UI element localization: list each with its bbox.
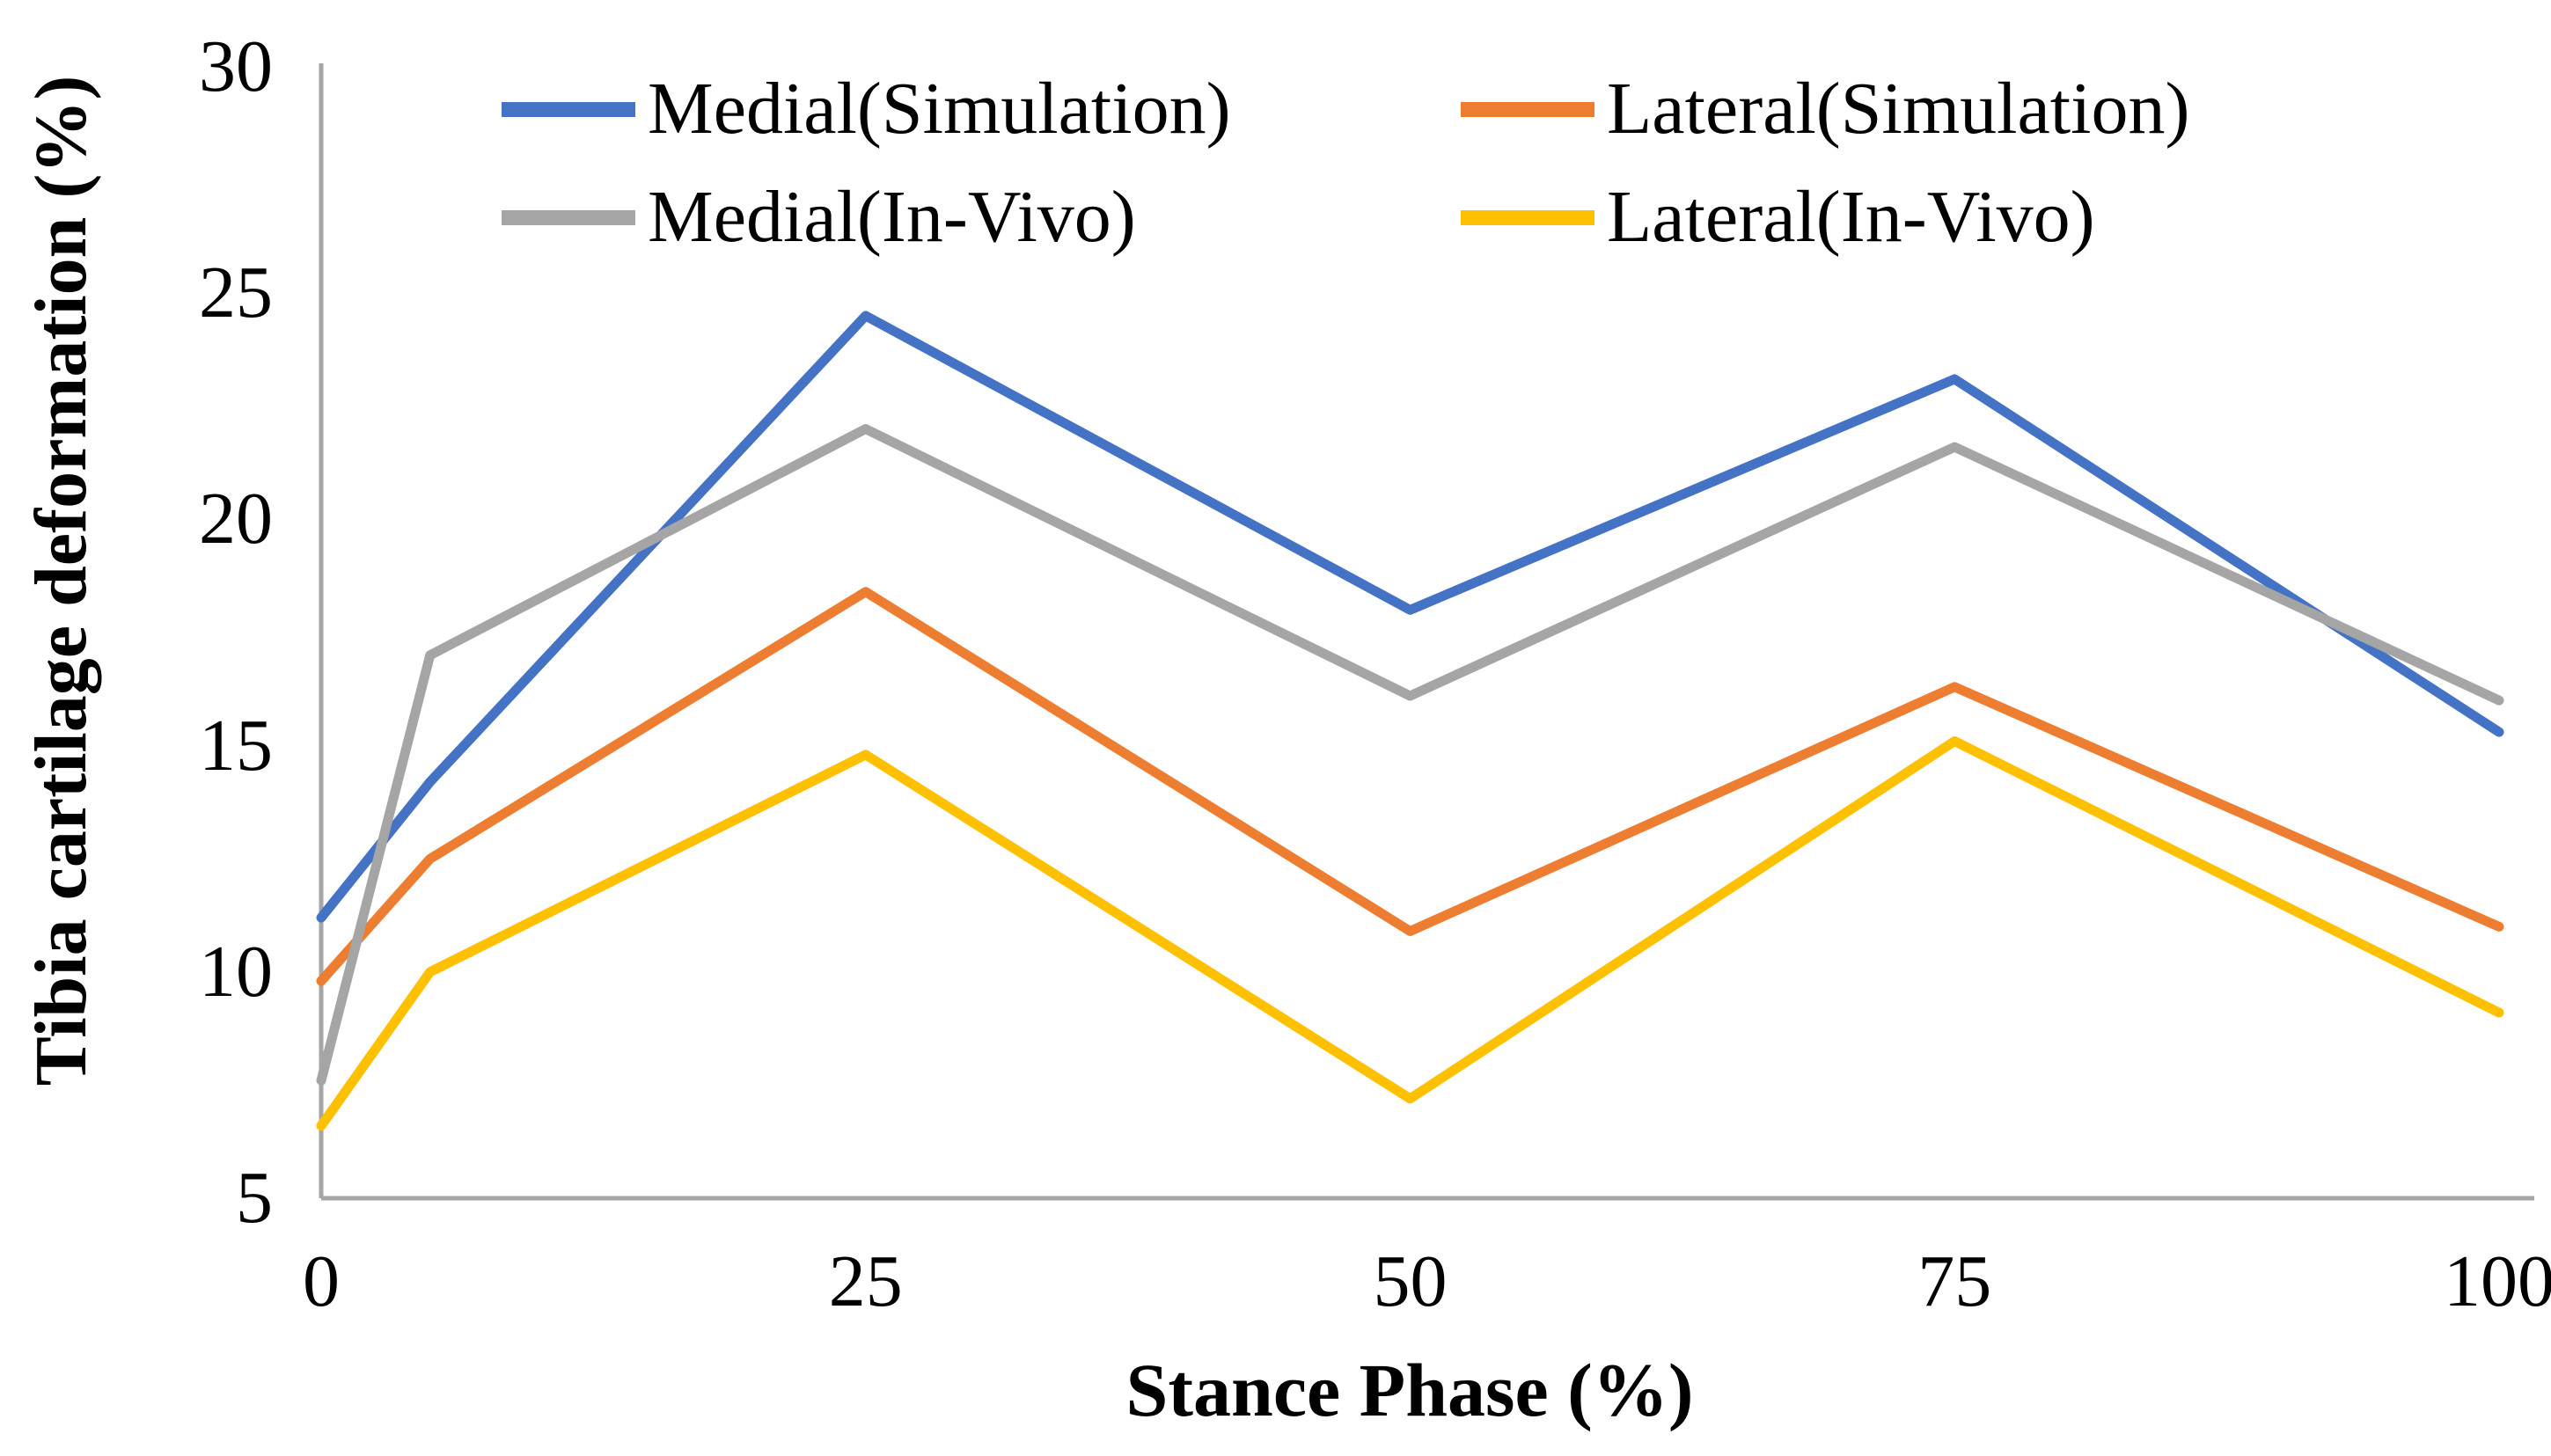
legend-item-lateral-in-vivo-: Lateral(In-Vivo) xyxy=(1461,169,2095,266)
legend-swatch xyxy=(502,209,635,225)
legend-item-lateral-simulation-: Lateral(Simulation) xyxy=(1461,61,2189,157)
series-line-medial-simulation- xyxy=(316,311,2504,923)
x-axis-title: Stance Phase (%) xyxy=(1125,1348,1694,1432)
legend-label: Lateral(In-Vivo) xyxy=(1607,176,2095,258)
series-line-lateral-in-vivo- xyxy=(316,735,2504,1131)
x-tick-label: 100 xyxy=(2444,1240,2551,1322)
legend-swatch xyxy=(1461,209,1594,225)
legend-item-medial-in-vivo-: Medial(In-Vivo) xyxy=(502,169,1136,266)
legend-label: Medial(In-Vivo) xyxy=(648,176,1136,258)
legend-label: Lateral(Simulation) xyxy=(1607,68,2190,150)
y-tick-label: 5 xyxy=(236,1157,273,1239)
series-line-lateral-simulation- xyxy=(316,587,2504,986)
legend-swatch xyxy=(1461,101,1594,117)
legend-swatch xyxy=(502,101,635,117)
y-tick-label: 10 xyxy=(199,930,273,1013)
y-tick-label: 15 xyxy=(199,704,273,787)
x-tick-label: 0 xyxy=(303,1240,340,1322)
legend-item-medial-simulation-: Medial(Simulation) xyxy=(502,61,1231,157)
x-tick-label: 50 xyxy=(1373,1240,1448,1322)
y-tick-label: 25 xyxy=(199,252,273,334)
y-tick-label: 30 xyxy=(199,26,273,107)
y-tick-label: 20 xyxy=(199,478,273,560)
x-tick-label: 25 xyxy=(828,1240,903,1322)
legend-label: Medial(Simulation) xyxy=(648,68,1231,150)
x-tick-label: 75 xyxy=(1917,1240,1992,1322)
series-line-medial-in-vivo- xyxy=(316,424,2504,1086)
